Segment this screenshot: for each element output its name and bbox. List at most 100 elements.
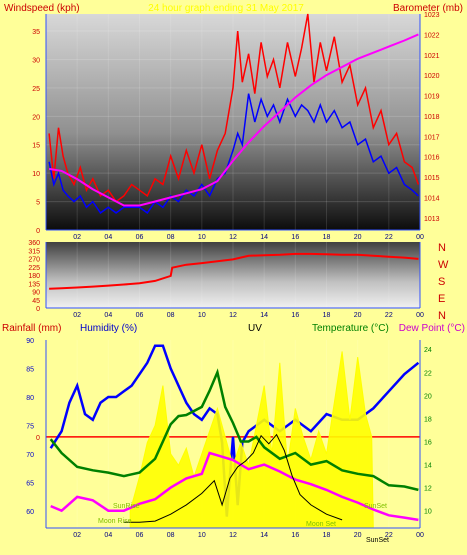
x-tick-label: 04 bbox=[104, 532, 112, 539]
y-left-tick-label: 20 bbox=[32, 114, 40, 121]
dew-point-label: Dew Point (°C) bbox=[399, 323, 465, 334]
y-left-tick-label: 85 bbox=[26, 366, 34, 373]
y-left-tick-label: 90 bbox=[32, 290, 40, 297]
y-right-tick-label: 1014 bbox=[424, 195, 440, 202]
x-tick-label: 06 bbox=[136, 234, 144, 241]
moonrise-annotation: Moon Rise bbox=[98, 518, 132, 525]
y-left-tick-label: 135 bbox=[28, 281, 40, 288]
y-left-tick-label: 10 bbox=[32, 171, 40, 178]
x-tick-label: 00 bbox=[416, 312, 424, 319]
series-humidity bbox=[49, 344, 420, 517]
x-tick-label: 10 bbox=[198, 532, 206, 539]
y-right-tick-label: 1018 bbox=[424, 114, 440, 121]
series-average bbox=[48, 93, 419, 214]
compass-n-top: N bbox=[438, 242, 446, 254]
y-left-tick-label: 15 bbox=[32, 143, 40, 150]
series-dark_trace bbox=[123, 433, 343, 523]
x-tick-label: 20 bbox=[354, 234, 362, 241]
y-right-tick-label: 1016 bbox=[424, 155, 440, 162]
y-left-tick-label: 30 bbox=[32, 57, 40, 64]
rainfall-label: Rainfall (mm) bbox=[2, 323, 61, 334]
x-tick-label: 04 bbox=[104, 312, 112, 319]
y-left-tick-label: 270 bbox=[28, 257, 40, 264]
x-tick-label: 14 bbox=[260, 532, 268, 539]
x-tick-label: 20 bbox=[354, 532, 362, 539]
x-tick-label: 18 bbox=[323, 532, 331, 539]
x-tick-label: 00 bbox=[416, 532, 424, 539]
x-tick-label: 20 bbox=[354, 312, 362, 319]
y-left-tick-label: 35 bbox=[32, 29, 40, 36]
x-tick-label: 08 bbox=[167, 312, 175, 319]
rain-zero-label: 0 bbox=[36, 435, 40, 442]
y-right-tick-label: 12 bbox=[424, 486, 432, 493]
y-left-tick-label: 0 bbox=[36, 228, 40, 235]
compass-e: E bbox=[438, 293, 445, 305]
y-left-tick-label: 80 bbox=[26, 395, 34, 402]
x-tick-label: 14 bbox=[260, 234, 268, 241]
y-right-tick-label: 1013 bbox=[424, 216, 440, 223]
x-tick-label: 12 bbox=[229, 532, 237, 539]
y-left-tick-label: 90 bbox=[26, 338, 34, 345]
y-right-tick-label: 1023 bbox=[424, 12, 440, 19]
x-tick-label: 02 bbox=[73, 532, 81, 539]
y-left-tick-label: 315 bbox=[28, 248, 40, 255]
x-tick-label: 22 bbox=[385, 312, 393, 319]
x-tick-label: 02 bbox=[73, 234, 81, 241]
y-left-tick-label: 180 bbox=[28, 273, 40, 280]
y-left-tick-label: 65 bbox=[26, 480, 34, 487]
sunset-upper-annotation: SunSet bbox=[364, 503, 387, 510]
compass-w: W bbox=[438, 259, 449, 271]
x-tick-label: 16 bbox=[291, 234, 299, 241]
y-right-tick-label: 1017 bbox=[424, 134, 440, 141]
compass-n-bottom: N bbox=[438, 310, 446, 322]
y-left-tick-label: 75 bbox=[26, 423, 34, 430]
x-tick-label: 16 bbox=[291, 312, 299, 319]
x-tick-label: 22 bbox=[385, 532, 393, 539]
y-right-tick-label: 1019 bbox=[424, 94, 440, 101]
compass-s: S bbox=[438, 276, 445, 288]
y-left-tick-label: 360 bbox=[28, 240, 40, 247]
x-tick-label: 08 bbox=[167, 234, 175, 241]
x-tick-label: 18 bbox=[323, 312, 331, 319]
y-right-tick-label: 24 bbox=[424, 347, 432, 354]
y-right-tick-label: 22 bbox=[424, 370, 432, 377]
uv-label: UV bbox=[248, 323, 262, 334]
x-tick-label: 10 bbox=[198, 234, 206, 241]
x-tick-label: 12 bbox=[229, 234, 237, 241]
humidity-label: Humidity (%) bbox=[80, 323, 137, 334]
chart-title: 24 hour graph ending 31 May 2017 bbox=[148, 3, 304, 14]
temperature-label: Temperature (°C) bbox=[312, 323, 389, 334]
x-tick-label: 10 bbox=[198, 312, 206, 319]
sunset-lower-annotation: SunSet bbox=[366, 537, 389, 544]
y-left-tick-label: 5 bbox=[36, 200, 40, 207]
series-dew_point bbox=[50, 451, 419, 522]
y-right-tick-label: 1022 bbox=[424, 32, 440, 39]
y-right-tick-label: 1015 bbox=[424, 175, 440, 182]
moonset-annotation: Moon Set bbox=[306, 521, 336, 528]
series-temperature bbox=[49, 368, 419, 492]
y-right-tick-label: 14 bbox=[424, 463, 432, 470]
sunrise-annotation: SunRise bbox=[113, 503, 140, 510]
x-tick-label: 18 bbox=[323, 234, 331, 241]
barometer-label: Barometer (mb) bbox=[393, 3, 463, 14]
y-left-tick-label: 45 bbox=[32, 298, 40, 305]
y-right-tick-label: 10 bbox=[424, 509, 432, 516]
series-barometer bbox=[48, 33, 419, 207]
series-direction bbox=[49, 252, 419, 290]
x-tick-label: 14 bbox=[260, 312, 268, 319]
panel-direction-background bbox=[46, 242, 420, 308]
x-tick-label: 12 bbox=[229, 312, 237, 319]
y-right-tick-label: 1020 bbox=[424, 73, 440, 80]
x-tick-label: 22 bbox=[385, 234, 393, 241]
x-tick-label: 04 bbox=[104, 234, 112, 241]
x-tick-label: 06 bbox=[136, 312, 144, 319]
windspeed-label: Windspeed (kph) bbox=[4, 3, 80, 14]
x-tick-label: 16 bbox=[291, 532, 299, 539]
panel-wind-background bbox=[46, 14, 420, 230]
x-tick-label: 06 bbox=[136, 532, 144, 539]
y-left-tick-label: 225 bbox=[28, 265, 40, 272]
y-left-tick-label: 25 bbox=[32, 86, 40, 93]
y-right-tick-label: 18 bbox=[424, 416, 432, 423]
y-left-tick-label: 60 bbox=[26, 509, 34, 516]
